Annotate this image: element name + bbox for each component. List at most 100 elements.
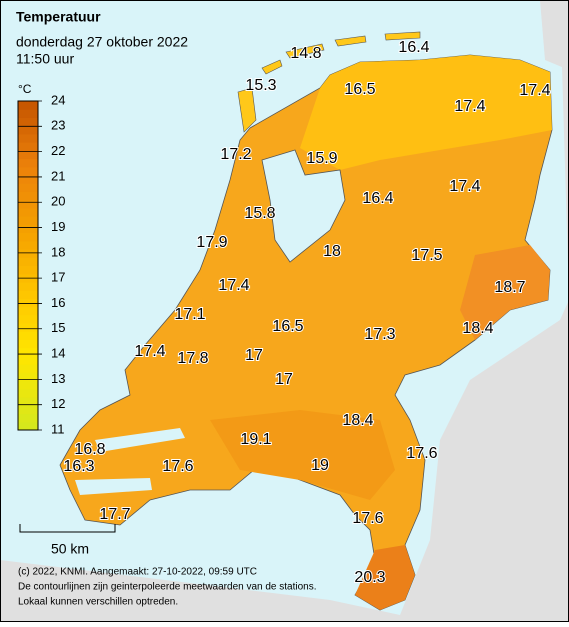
colorbar-tick-label: 11 bbox=[51, 421, 65, 436]
colorbar-band bbox=[18, 314, 38, 324]
time: 11:50 uur bbox=[16, 51, 74, 67]
colorbar-band bbox=[18, 125, 38, 135]
colorbar-band bbox=[18, 355, 38, 365]
east-zone bbox=[460, 245, 550, 340]
ijsselmeer bbox=[261, 149, 346, 263]
colorbar-band bbox=[18, 101, 38, 110]
colorbar-band bbox=[18, 109, 38, 118]
colorbar-band bbox=[18, 249, 38, 258]
station-value: 17.1 bbox=[174, 306, 205, 323]
station-value: 16.4 bbox=[398, 39, 429, 56]
footer-line: (c) 2022, KNMI. Aangemaakt: 27-10-2022, … bbox=[18, 567, 257, 578]
colorbar-band bbox=[18, 372, 38, 382]
colorbar-band bbox=[18, 339, 38, 349]
colorbar-tick-label: 19 bbox=[51, 219, 65, 234]
colorbar-band bbox=[18, 207, 38, 217]
station-value: 19 bbox=[311, 457, 329, 474]
colorbar-band bbox=[18, 331, 38, 341]
colorbar-band bbox=[18, 199, 38, 209]
colorbar-band bbox=[18, 298, 38, 308]
colorbar-band bbox=[18, 397, 38, 406]
station-value: 17.4 bbox=[218, 277, 249, 294]
colorbar-band bbox=[18, 142, 38, 151]
station-value: 18.4 bbox=[462, 320, 493, 337]
station-value: 16.5 bbox=[272, 318, 303, 335]
colorbar-band bbox=[18, 191, 38, 201]
colorbar-band bbox=[18, 183, 38, 192]
station-value: 17.3 bbox=[364, 326, 395, 343]
colorbar-tick-label: 14 bbox=[51, 346, 65, 361]
colorbar-tick-label: 16 bbox=[51, 295, 65, 310]
colorbar-tick-label: 17 bbox=[51, 270, 65, 285]
station-value: 16.3 bbox=[63, 458, 94, 475]
colorbar-band bbox=[18, 240, 38, 250]
colorbar-tick-label: 12 bbox=[51, 396, 65, 411]
station-value: 17.4 bbox=[449, 178, 480, 195]
south-zone bbox=[210, 410, 395, 500]
colorbar-band bbox=[18, 265, 38, 275]
colorbar-tick-label: 22 bbox=[51, 143, 65, 158]
colorbar-band bbox=[18, 232, 38, 242]
colorbar-band bbox=[18, 347, 38, 357]
station-value: 19.1 bbox=[240, 431, 271, 448]
date: donderdag 27 oktober 2022 bbox=[16, 34, 188, 50]
station-value: 15.3 bbox=[245, 77, 276, 94]
colorbar-band bbox=[18, 405, 38, 415]
station-value: 17.6 bbox=[162, 458, 193, 475]
station-value: 17.4 bbox=[454, 98, 485, 115]
station-value: 15.9 bbox=[306, 150, 337, 167]
station-value: 17.2 bbox=[220, 146, 251, 163]
colorbar-tick-label: 20 bbox=[51, 194, 65, 209]
station-value: 18.4 bbox=[342, 412, 373, 429]
colorbar-band bbox=[18, 364, 38, 373]
colorbar-tick-label: 18 bbox=[51, 244, 65, 259]
colorbar-band bbox=[18, 388, 38, 398]
colorbar-band bbox=[18, 323, 38, 332]
colorbar-tick-label: 15 bbox=[51, 320, 65, 335]
title: Temperatuur bbox=[16, 9, 101, 25]
colorbar-band bbox=[18, 281, 38, 291]
north-zone bbox=[300, 55, 552, 170]
station-value: 17.4 bbox=[519, 82, 550, 99]
station-value: 16.4 bbox=[362, 190, 393, 207]
wadden-islands bbox=[237, 31, 421, 133]
colorbar-band bbox=[18, 290, 38, 299]
station-value: 18.7 bbox=[494, 279, 525, 296]
colorbar-band bbox=[18, 224, 38, 234]
station-value: 17.5 bbox=[411, 247, 442, 264]
scale-label: 50 km bbox=[51, 541, 89, 557]
colorbar-band bbox=[18, 380, 38, 390]
colorbar-band bbox=[18, 133, 38, 143]
station-value: 20.3 bbox=[354, 569, 385, 586]
station-value: 17.8 bbox=[177, 350, 208, 367]
station-value: 17.7 bbox=[99, 506, 130, 523]
station-value: 16.5 bbox=[344, 81, 375, 98]
footer-line: De contourlijnen zijn geinterpoleerde me… bbox=[18, 582, 317, 593]
colorbar-band bbox=[18, 257, 38, 266]
station-value: 17.6 bbox=[352, 510, 383, 527]
colorbar-band bbox=[18, 150, 38, 160]
station-value: 17.4 bbox=[134, 343, 165, 360]
colorbar-tick-label: 23 bbox=[51, 118, 65, 133]
scale-bar bbox=[19, 524, 116, 533]
legend-unit: °C bbox=[18, 82, 32, 96]
station-value: 17 bbox=[245, 347, 263, 364]
colorbar-band bbox=[18, 175, 38, 184]
limburg-zone bbox=[355, 545, 415, 610]
colorbar-band bbox=[18, 216, 38, 225]
colorbar-tick-label: 21 bbox=[51, 168, 65, 183]
station-value: 17.9 bbox=[196, 234, 227, 251]
colorbar-band bbox=[18, 158, 38, 168]
colorbar-band bbox=[18, 413, 38, 423]
station-value: 16.8 bbox=[74, 441, 105, 458]
colorbar: 11 12 13 14 15 16 17 18 19 20 21 22 23 24 bbox=[17, 92, 65, 436]
colorbar-tick-label: 24 bbox=[51, 92, 65, 107]
colorbar-band bbox=[18, 117, 38, 127]
stations: 14.8 16.4 15.3 16.5 17.4 17.4 17.2 15.9 16.4 17.4… bbox=[62, 38, 551, 587]
station-value: 15.8 bbox=[244, 205, 275, 222]
colorbar-band bbox=[18, 166, 38, 176]
colorbar-tick-label: 13 bbox=[51, 371, 65, 386]
station-value: 17 bbox=[275, 371, 293, 388]
